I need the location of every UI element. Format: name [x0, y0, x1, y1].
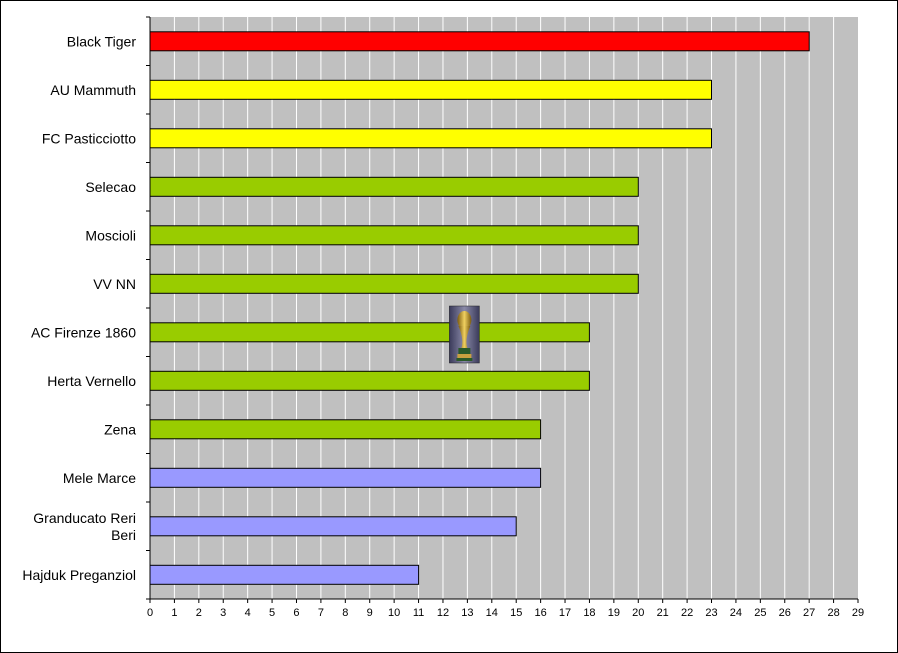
x-tick-label: 18 — [583, 607, 595, 619]
x-tick-label: 3 — [220, 607, 226, 619]
plot-background — [150, 17, 858, 599]
bar — [149, 176, 639, 197]
category-label: Zena — [104, 421, 136, 437]
x-tick-label: 17 — [559, 607, 571, 619]
x-tick-label: 25 — [754, 607, 766, 619]
category-label: VV NN — [93, 276, 136, 292]
category-label: AC Firenze 1860 — [31, 324, 136, 340]
x-tick-label: 21 — [657, 607, 669, 619]
bar — [149, 370, 590, 391]
category-label: Granducato Reri Beri — [33, 510, 136, 543]
x-tick-label: 29 — [852, 607, 864, 619]
category-label: Selecao — [85, 179, 136, 195]
x-tick-label: 13 — [461, 607, 473, 619]
x-tick-label: 28 — [827, 607, 839, 619]
x-tick-label: 20 — [632, 607, 644, 619]
category-label: Black Tiger — [67, 33, 137, 49]
x-tick-label: 9 — [367, 607, 373, 619]
x-tick-label: 0 — [147, 607, 153, 619]
bar — [149, 31, 810, 52]
bar — [149, 516, 517, 537]
category-label: Mele Marce — [63, 470, 136, 486]
x-tick-label: 15 — [510, 607, 522, 619]
bar — [149, 419, 542, 440]
category-label: Moscioli — [85, 227, 136, 243]
bar — [149, 128, 712, 149]
bar — [149, 564, 420, 585]
bar — [149, 273, 639, 294]
category-label: AU Mammuth — [50, 82, 136, 98]
x-tick-label: 22 — [681, 607, 693, 619]
world-cup-trophy-icon — [449, 305, 480, 364]
x-tick-label: 5 — [269, 607, 275, 619]
x-tick-label: 23 — [705, 607, 717, 619]
x-tick-label: 7 — [318, 607, 324, 619]
x-tick-label: 8 — [342, 607, 348, 619]
x-tick-label: 14 — [486, 607, 498, 619]
x-tick-label: 11 — [413, 607, 424, 619]
x-tick-label: 16 — [534, 607, 546, 619]
x-tick-label: 12 — [437, 607, 449, 619]
bar — [149, 467, 542, 488]
category-label: Hajduk Preganziol — [22, 567, 136, 583]
x-tick-label: 27 — [803, 607, 815, 619]
category-label: FC Pasticciotto — [42, 130, 136, 146]
x-tick-label: 24 — [730, 607, 742, 619]
x-tick-label: 1 — [171, 607, 177, 619]
x-tick-label: 2 — [196, 607, 202, 619]
plot-area: 0 1 2 3 4 5 6 7 8 9 10 11 12 13 14 15 16 17 18 19 20 21 22 23 24… — [22, 16, 864, 619]
x-tick-label: 4 — [245, 607, 251, 619]
bar — [149, 322, 590, 343]
bar — [149, 225, 639, 246]
x-tick-label: 26 — [779, 607, 791, 619]
category-label: Herta Vernello — [47, 373, 136, 389]
x-tick-label: 19 — [608, 607, 620, 619]
x-tick-label: 6 — [293, 607, 299, 619]
bar — [149, 79, 712, 100]
x-tick-label: 10 — [388, 607, 400, 619]
